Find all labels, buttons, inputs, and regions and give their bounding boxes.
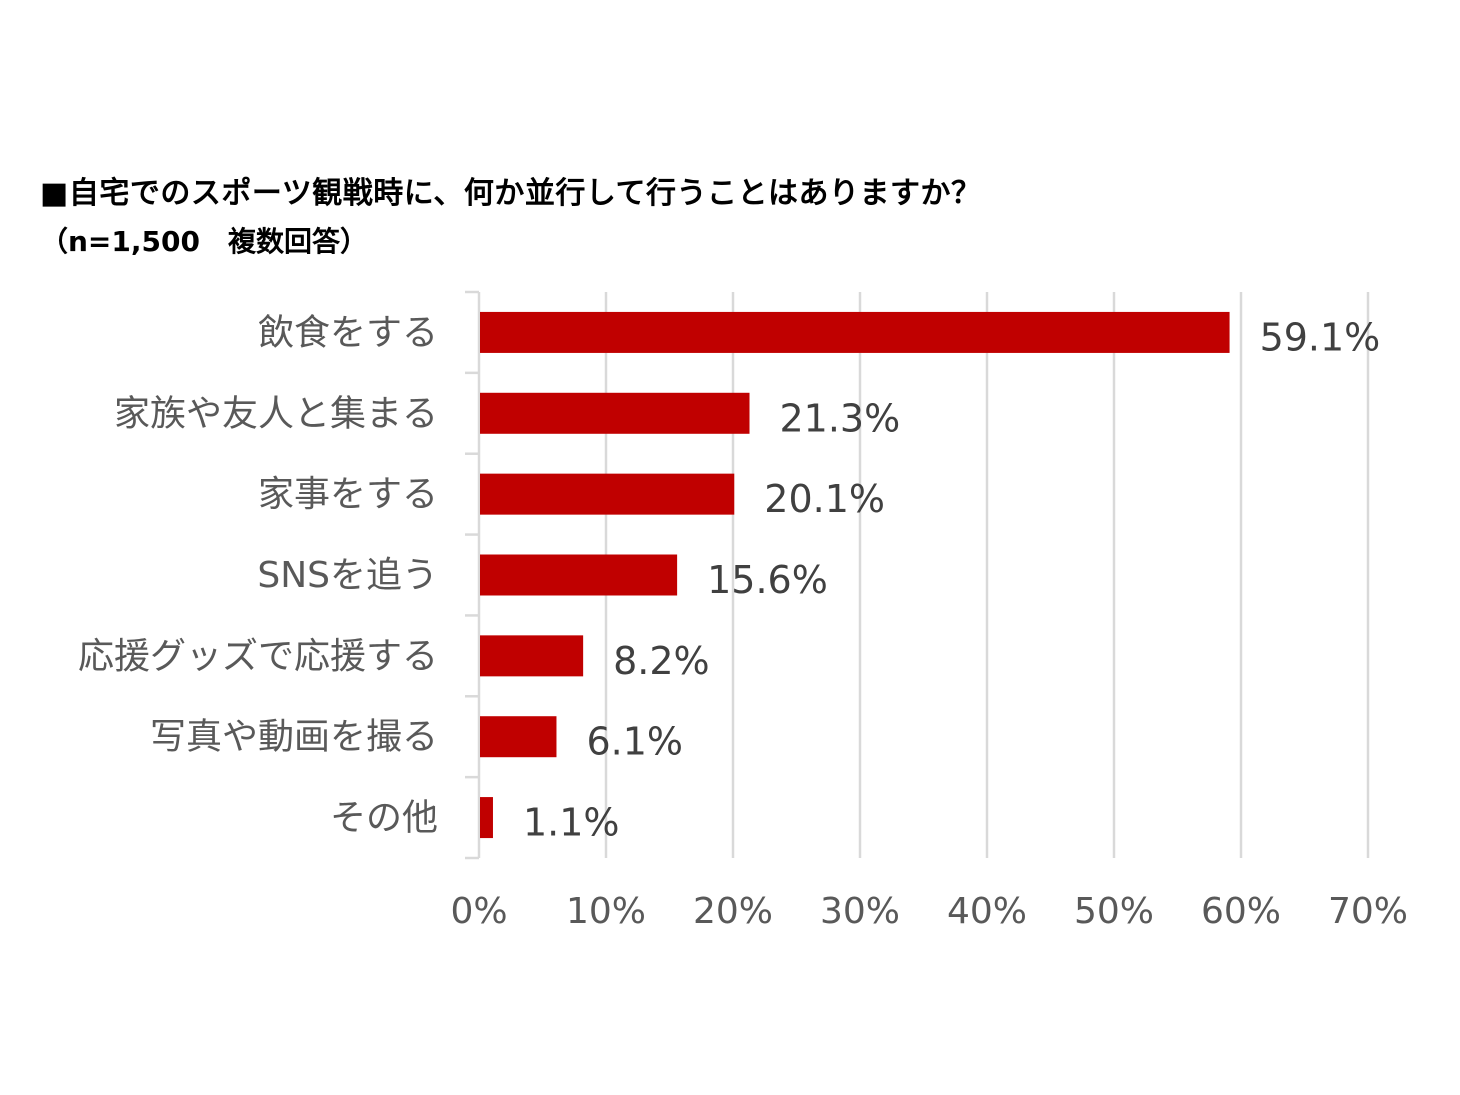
category-label: 家族や友人と集まる xyxy=(114,393,438,434)
x-tick-labels: 0% 10% 20% 30% 40% 50% 60% 70% xyxy=(450,891,1408,932)
chart-subtitle: （n=1,500 複数回答） xyxy=(40,225,368,258)
value-label: 59.1% xyxy=(1260,315,1381,359)
category-axis xyxy=(465,290,481,860)
value-labels: 59.1% 21.3% 20.1% 15.6% 8.2% 6.1% 1.1% xyxy=(523,315,1380,844)
bar xyxy=(480,473,735,515)
x-tick-label: 50% xyxy=(1074,891,1154,932)
bars xyxy=(480,311,1230,839)
value-label: 15.6% xyxy=(707,558,828,602)
category-label: 写真や動画を撮る xyxy=(150,717,438,758)
bar xyxy=(480,554,678,596)
bar xyxy=(480,797,493,839)
bar xyxy=(480,392,750,434)
category-label: SNSを追う xyxy=(257,555,438,596)
x-tick-label: 10% xyxy=(566,891,646,932)
value-label: 1.1% xyxy=(523,801,620,845)
chart-title: ■自宅でのスポーツ観戦時に、何か並行して行うことはありますか？ xyxy=(40,176,982,211)
value-label: 8.2% xyxy=(613,639,710,683)
gridlines xyxy=(604,292,1370,858)
bar xyxy=(480,311,1230,353)
x-tick-label: 60% xyxy=(1201,891,1281,932)
x-tick-label: 70% xyxy=(1328,891,1408,932)
x-tick-label: 0% xyxy=(450,891,507,932)
bar xyxy=(480,635,584,677)
x-tick-label: 30% xyxy=(820,891,900,932)
value-label: 6.1% xyxy=(586,720,683,764)
value-label: 21.3% xyxy=(780,396,901,440)
category-label: 応援グッズで応援する xyxy=(78,636,438,677)
value-label: 20.1% xyxy=(764,477,885,521)
bar xyxy=(480,716,557,758)
category-label: その他 xyxy=(330,798,438,839)
category-label: 飲食をする xyxy=(258,312,438,353)
x-tick-label: 20% xyxy=(693,891,773,932)
x-tick-label: 40% xyxy=(947,891,1027,932)
category-label: 家事をする xyxy=(258,474,438,515)
